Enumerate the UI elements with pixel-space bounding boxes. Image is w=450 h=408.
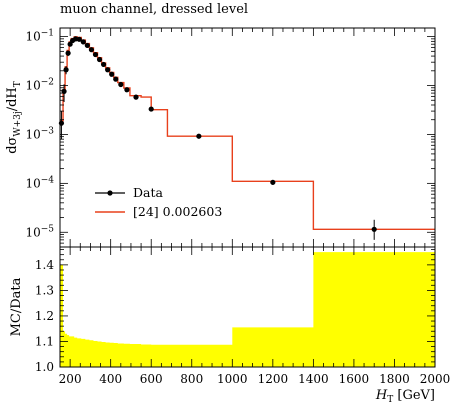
legend-data-marker: [107, 190, 113, 196]
data-point: [124, 87, 130, 93]
data-point: [80, 39, 86, 45]
data-point: [63, 67, 69, 73]
ratio-y-tick-label: 1.0: [35, 360, 54, 374]
y-tick-label: 10−2: [25, 78, 54, 93]
data-point: [113, 76, 119, 82]
x-tick-label: 800: [180, 372, 203, 386]
y-tick-label: 10−1: [25, 29, 54, 44]
ratio-y-tick-label: 1.1: [35, 334, 54, 348]
legend-data-label: Data: [133, 185, 163, 200]
x-tick-label: 1400: [298, 372, 329, 386]
data-point: [96, 56, 103, 63]
data-point: [196, 133, 202, 139]
x-axis-label: HT [GeV]: [375, 388, 435, 404]
ratio-y-tick-label: 1.4: [35, 258, 54, 272]
data-point: [109, 71, 115, 77]
data-point: [133, 94, 139, 100]
ratio-band: [60, 252, 435, 367]
y-tick-label: 10−4: [25, 175, 54, 190]
x-tick-label: 200: [59, 372, 82, 386]
data-point: [148, 106, 154, 112]
x-tick-label: 1600: [339, 372, 370, 386]
y-tick-label: 10−3: [25, 126, 54, 141]
data-point: [88, 47, 95, 53]
data-point: [84, 42, 90, 49]
x-tick-label: 1000: [217, 372, 248, 386]
data-point: [371, 226, 377, 232]
ratio-y-tick-label: 1.3: [35, 283, 54, 297]
mc-histogram-line: [60, 36, 435, 231]
x-tick-label: 1800: [379, 372, 410, 386]
ratio-y-tick-label: 1.2: [35, 309, 54, 323]
main-panel-frame: [59, 27, 436, 248]
ratio-panel-frame: [59, 246, 436, 368]
data-point: [105, 67, 111, 73]
x-tick-label: 1200: [258, 372, 289, 386]
data-point: [76, 36, 82, 42]
y-tick-label: 10−5: [25, 224, 54, 239]
x-tick-label: 600: [140, 372, 163, 386]
data-point: [100, 61, 107, 68]
plot-title: muon channel, dressed level: [60, 2, 249, 17]
x-tick-label: 2000: [420, 372, 450, 386]
legend-mc-label: [24] 0.002603: [133, 204, 222, 219]
data-point: [270, 179, 276, 185]
main-y-axis-label: dσW+3j/dHT: [5, 81, 23, 154]
x-tick-label: 400: [99, 372, 122, 386]
ratio-y-axis-label: MC/Data: [9, 277, 24, 336]
data-point: [65, 50, 71, 56]
data-point: [92, 51, 99, 58]
data-point: [118, 81, 124, 88]
